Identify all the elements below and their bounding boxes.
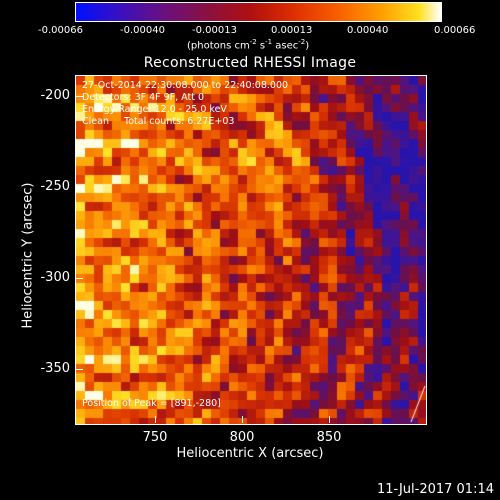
colorbar-tick-label: 0.00013	[271, 25, 313, 36]
x-tick-label: 750	[142, 430, 168, 445]
y-tick-mark	[76, 96, 83, 97]
x-axis-label: Heliocentric X (arcsec)	[176, 446, 324, 461]
colorbar	[75, 2, 442, 22]
x-tick-mark	[242, 416, 243, 423]
info-counts: Clean Total counts: 6.27E+03	[82, 116, 235, 127]
x-tick-mark	[155, 416, 156, 423]
colorbar-tick-label: -0.00040	[120, 25, 165, 36]
image-title: Reconstructed RHESSI Image	[143, 55, 357, 71]
colorbar-tick-label: -0.00013	[192, 25, 237, 36]
colorbar-tick-label: 0.00066	[434, 25, 476, 36]
info-peak-position: Position of Peak = [891,-280]	[82, 398, 221, 409]
x-tick-mark	[329, 416, 330, 423]
y-tick-label: -350	[40, 361, 70, 376]
colorbar-tick-label: -0.00066	[38, 25, 83, 36]
y-tick-mark	[76, 369, 83, 370]
x-tick-label: 800	[229, 430, 255, 445]
y-tick-mark	[76, 187, 83, 188]
rhessi-image-plot	[75, 75, 427, 425]
info-detectors: Detectors: 3F 4F 9F, Att 0	[82, 92, 205, 103]
y-tick-mark	[76, 278, 83, 279]
y-tick-label: -300	[40, 270, 70, 285]
info-time-range: 27-Oct-2014 22:30:08.000 to 22:40:08.000	[82, 80, 289, 91]
plot-datestamp: 11-Jul-2017 01:14	[376, 482, 494, 497]
colorbar-units: (photons cm-2 s-1 asec-2)	[187, 38, 310, 52]
heatmap-image	[76, 76, 426, 424]
y-axis-label: Heliocentric Y (arcsec)	[20, 182, 36, 329]
y-tick-label: -250	[40, 179, 70, 194]
colorbar-tick-label: 0.00040	[347, 25, 389, 36]
info-energy-range: Energy Range: 12.0 - 25.0 keV	[82, 104, 227, 115]
y-tick-label: -200	[40, 88, 70, 103]
x-tick-label: 850	[316, 430, 342, 445]
